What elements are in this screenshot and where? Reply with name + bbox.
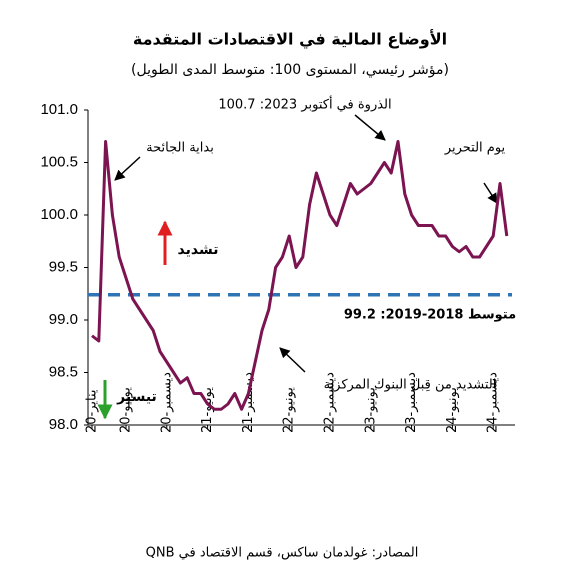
y-tick-label: 101.0 xyxy=(40,101,78,118)
annotation-arrow xyxy=(279,347,306,373)
peak-annotation: الذروة في أكتوبر 2023: 100.7 xyxy=(218,96,391,113)
x-tick-label: ديسمبر-22 xyxy=(323,372,338,433)
chart-title: الأوضاع المالية في الاقتصادات المتقدمة xyxy=(133,30,447,50)
y-tick-label: 98.5 xyxy=(49,363,78,380)
x-tick-label: ديسمبر-24 xyxy=(486,372,501,433)
y-tick-label: 100.5 xyxy=(40,153,78,170)
x-tick-label: يونيو-23 xyxy=(363,387,378,433)
x-tick-label: يناير-20 xyxy=(85,389,100,433)
x-tick-label: يونيو-24 xyxy=(445,387,460,433)
y-tick-label: 100.0 xyxy=(40,206,78,223)
y-tick-label: 99.0 xyxy=(49,311,78,328)
tightening-label: تشديد xyxy=(178,242,219,258)
chart-subtitle: (مؤشر رئيسي، المستوى 100: متوسط المدى ال… xyxy=(131,62,449,78)
liberation-annotation: يوم التحرير xyxy=(444,141,506,156)
series-line xyxy=(91,140,509,411)
source: المصادر: غولدمان ساكس، قسم الاقتصاد في Q… xyxy=(146,546,419,561)
x-tick-label: يونيو-22 xyxy=(282,387,297,433)
x-tick-label: يونيو-20 xyxy=(119,387,134,433)
annotation-arrow xyxy=(483,182,498,204)
x-tick-label: ديسمبر-20 xyxy=(159,372,174,433)
y-tick-label: 99.5 xyxy=(49,258,78,275)
easing-label: تيسير xyxy=(116,389,157,405)
x-tick-label: ديسمبر-23 xyxy=(404,372,419,433)
y-tick-label: 98.0 xyxy=(49,416,78,433)
x-tick-label: ديسمبر-21 xyxy=(241,372,256,433)
annotation-arrow xyxy=(354,114,386,141)
central-banks-annotation: التشديد من قِبل البنوك المركزية xyxy=(324,378,497,393)
annotation-arrow xyxy=(114,156,141,181)
reference-label: متوسط 2018-2019: 99.2 xyxy=(344,307,516,322)
pandemic-annotation: بداية الجائحة xyxy=(146,141,214,156)
